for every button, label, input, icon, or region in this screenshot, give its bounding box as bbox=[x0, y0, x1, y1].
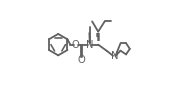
Text: N: N bbox=[86, 40, 94, 50]
Text: N: N bbox=[111, 51, 118, 61]
Text: O: O bbox=[72, 40, 80, 50]
Text: O: O bbox=[78, 54, 85, 65]
